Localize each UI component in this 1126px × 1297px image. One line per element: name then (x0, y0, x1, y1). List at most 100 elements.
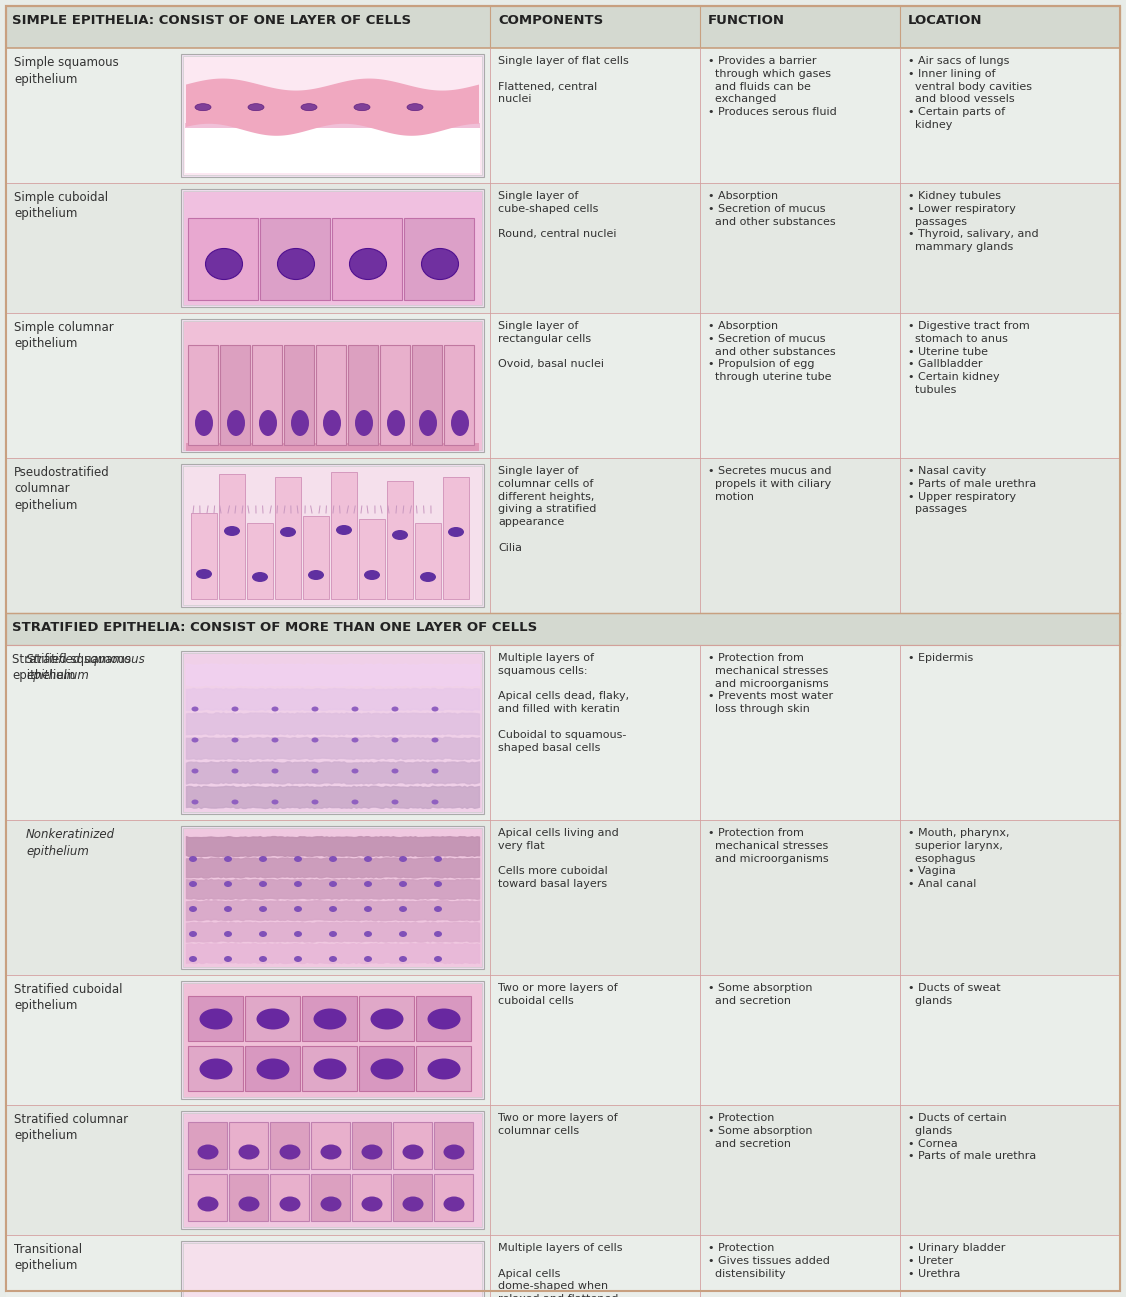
Bar (252, 345, 282, 445)
Ellipse shape (189, 956, 197, 962)
Bar (191, 514, 217, 599)
Ellipse shape (444, 1144, 465, 1160)
Ellipse shape (428, 1009, 461, 1030)
Ellipse shape (189, 931, 197, 936)
Bar (359, 1045, 414, 1091)
Bar (359, 519, 385, 599)
Bar (393, 1122, 432, 1169)
Ellipse shape (191, 707, 198, 712)
Bar (302, 1045, 357, 1091)
Ellipse shape (402, 1144, 423, 1160)
Ellipse shape (364, 956, 372, 962)
Bar (245, 1045, 300, 1091)
Ellipse shape (434, 881, 443, 887)
Text: Nonkeratinized
epithelium: Nonkeratinized epithelium (26, 827, 115, 857)
Bar (185, 128, 480, 173)
Text: • Protection
• Some absorption
  and secretion: • Protection • Some absorption and secre… (708, 1113, 813, 1149)
Ellipse shape (364, 856, 372, 863)
Ellipse shape (406, 104, 423, 110)
Text: • Air sacs of lungs
• Inner lining of
  ventral body cavities
  and blood vessel: • Air sacs of lungs • Inner lining of ve… (908, 56, 1033, 130)
Ellipse shape (431, 769, 438, 773)
Text: • Kidney tubules
• Lower respiratory
  passages
• Thyroid, salivary, and
  mamma: • Kidney tubules • Lower respiratory pas… (908, 191, 1038, 252)
Text: Pseudostratified
columnar
epithelium: Pseudostratified columnar epithelium (14, 466, 109, 512)
Ellipse shape (294, 881, 302, 887)
Ellipse shape (271, 769, 278, 773)
Ellipse shape (189, 907, 197, 912)
Ellipse shape (294, 956, 302, 962)
Ellipse shape (199, 1009, 232, 1030)
Ellipse shape (392, 769, 399, 773)
Bar (188, 218, 258, 300)
Text: • Absorption
• Secretion of mucus
  and other substances
• Propulsion of egg
  t: • Absorption • Secretion of mucus and ot… (708, 320, 835, 383)
Polygon shape (186, 79, 479, 136)
Bar (6, 1235, 1120, 1297)
Bar (331, 472, 357, 599)
Bar (188, 1174, 227, 1220)
Ellipse shape (370, 1009, 403, 1030)
Ellipse shape (392, 530, 408, 540)
Text: Single layer of flat cells

Flattened, central
nuclei: Single layer of flat cells Flattened, ce… (498, 56, 628, 104)
Ellipse shape (206, 249, 242, 279)
Text: COMPONENTS: COMPONENTS (498, 14, 604, 27)
Bar (6, 975, 1120, 1105)
Ellipse shape (428, 1058, 461, 1079)
Ellipse shape (355, 410, 373, 436)
Bar (181, 826, 484, 969)
Bar (184, 652, 482, 812)
Ellipse shape (431, 738, 438, 742)
Bar (6, 458, 1120, 613)
Bar (245, 996, 300, 1041)
Ellipse shape (191, 769, 198, 773)
Bar (434, 1174, 473, 1220)
Bar (181, 1112, 484, 1230)
Bar (348, 345, 378, 445)
Ellipse shape (259, 856, 267, 863)
Ellipse shape (279, 1197, 301, 1211)
Ellipse shape (259, 410, 277, 436)
Ellipse shape (280, 527, 296, 537)
Bar (185, 123, 480, 173)
Bar (186, 444, 479, 451)
Ellipse shape (349, 249, 386, 279)
Ellipse shape (420, 572, 436, 582)
Bar (6, 183, 1120, 313)
Ellipse shape (277, 249, 314, 279)
Text: Stratified squamous
epithelium: Stratified squamous epithelium (12, 652, 131, 682)
Bar (6, 1105, 1120, 1235)
Text: Simple squamous
epithelium: Simple squamous epithelium (14, 56, 118, 86)
Text: Simple columnar
epithelium: Simple columnar epithelium (14, 320, 114, 350)
Ellipse shape (312, 707, 319, 712)
Bar (218, 473, 245, 599)
Bar (387, 481, 413, 599)
Ellipse shape (321, 1197, 341, 1211)
Text: Single layer of
rectangular cells

Ovoid, basal nuclei: Single layer of rectangular cells Ovoid,… (498, 320, 604, 370)
Ellipse shape (364, 569, 379, 580)
Ellipse shape (252, 572, 268, 582)
Ellipse shape (370, 1058, 403, 1079)
Ellipse shape (224, 907, 232, 912)
Ellipse shape (329, 907, 337, 912)
Bar (184, 466, 482, 604)
Ellipse shape (444, 1197, 465, 1211)
Text: SIMPLE EPITHELIA: CONSIST OF ONE LAYER OF CELLS: SIMPLE EPITHELIA: CONSIST OF ONE LAYER O… (12, 14, 411, 27)
Text: Two or more layers of
columnar cells: Two or more layers of columnar cells (498, 1113, 618, 1136)
Ellipse shape (257, 1058, 289, 1079)
Bar (184, 1113, 482, 1227)
Bar (6, 313, 1120, 458)
Ellipse shape (351, 707, 358, 712)
Ellipse shape (291, 410, 309, 436)
Ellipse shape (336, 525, 352, 534)
Ellipse shape (195, 410, 213, 436)
Ellipse shape (399, 856, 406, 863)
Bar (220, 345, 250, 445)
Ellipse shape (294, 907, 302, 912)
Ellipse shape (434, 907, 443, 912)
Ellipse shape (364, 931, 372, 936)
Ellipse shape (259, 907, 267, 912)
Ellipse shape (321, 1144, 341, 1160)
Ellipse shape (364, 881, 372, 887)
Bar (229, 1174, 268, 1220)
Ellipse shape (232, 738, 239, 742)
Ellipse shape (189, 881, 197, 887)
Ellipse shape (195, 104, 211, 110)
